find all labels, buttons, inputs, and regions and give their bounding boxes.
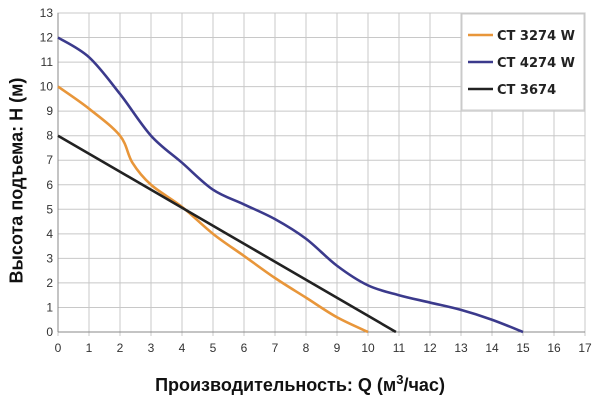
legend-label: CT 4274 W [497,56,575,71]
x-tick-label: 1 [86,341,93,355]
x-tick-label: 17 [578,341,592,355]
y-tick-label: 10 [40,80,54,94]
y-tick-label: 1 [46,300,53,314]
x-tick-label: 15 [516,341,530,355]
x-tick-label: 13 [454,341,468,355]
y-tick-label: 3 [46,251,53,265]
x-tick-label: 9 [334,341,341,355]
x-tick-label: 0 [55,341,62,355]
y-tick-label: 6 [46,178,53,192]
legend-label: CT 3674 [497,83,556,98]
x-tick-label: 4 [179,341,186,355]
y-tick-label: 7 [46,153,53,167]
x-axis-label: Производительность: Q (м3/час) [0,372,600,396]
series-line-1 [57,85,369,334]
x-tick-label: 3 [148,341,155,355]
x-tick-label: 6 [241,341,248,355]
y-tick-label: 8 [46,129,53,143]
series-line-3 [57,134,397,334]
x-tick-label: 11 [393,341,406,355]
y-tick-label: 11 [41,55,54,69]
tick-labels: 0 1 2 3 4 5 6 7 8 9 10 11 12 13 14 15 16 1701234567891011… [40,6,592,355]
y-tick-label: 4 [46,227,53,241]
series-lines [57,36,524,334]
x-axis-label-tail: /час) [403,375,445,395]
y-axis-label: Высота подъема: Н (м) [6,77,27,284]
y-tick-label: 9 [46,104,53,118]
x-tick-label: 7 [272,341,279,355]
x-tick-label: 12 [423,341,437,355]
x-axis-label-sup: 3 [396,372,404,387]
x-tick-label: 2 [117,341,124,355]
series-line-2 [57,36,524,334]
y-tick-label: 2 [46,276,53,290]
legend-label: CT 3274 W [497,29,575,44]
y-tick-label: 5 [46,202,53,216]
x-tick-label: 10 [361,341,375,355]
x-tick-label: 14 [485,341,499,355]
x-axis-label-main: Производительность: Q (м [155,375,397,395]
legend: CT 3274 W CT 4274 W CT 3674 [461,13,585,111]
y-tick-label: 0 [46,325,53,339]
y-tick-label: 12 [40,31,54,45]
y-tick-label: 13 [40,6,54,20]
x-tick-label: 16 [547,341,561,355]
x-tick-label: 5 [210,341,217,355]
x-tick-label: 8 [303,341,310,355]
